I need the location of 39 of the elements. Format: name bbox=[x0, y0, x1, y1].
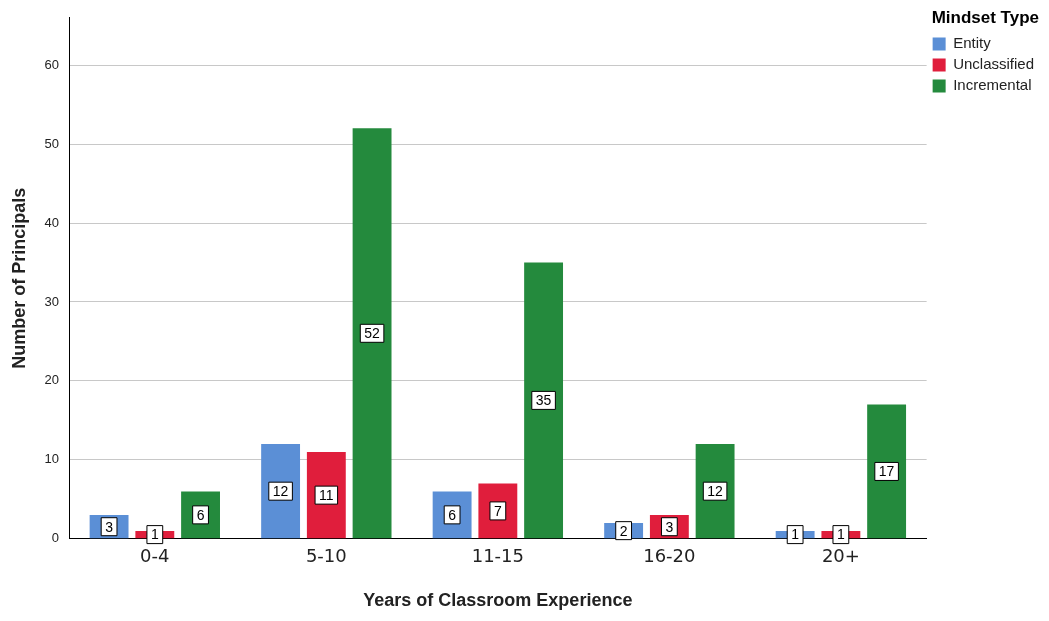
x-tick-label: 5-10 bbox=[305, 545, 347, 567]
y-tick-label: 30 bbox=[44, 293, 60, 309]
data-label: 7 bbox=[493, 502, 502, 519]
x-tick-label: 0-4 bbox=[140, 545, 170, 567]
data-label: 12 bbox=[707, 483, 724, 500]
x-tick-label: 11-15 bbox=[471, 545, 524, 567]
y-axis-title: Number of Principals bbox=[8, 187, 29, 369]
y-tick-label: 50 bbox=[44, 135, 60, 151]
y-tick-label: 10 bbox=[44, 451, 60, 467]
y-tick-label: 20 bbox=[44, 372, 60, 388]
data-label: 3 bbox=[665, 518, 674, 535]
bar bbox=[352, 128, 392, 539]
data-label: 1 bbox=[836, 526, 845, 543]
legend-label: Unclassified bbox=[953, 55, 1035, 73]
legend-label: Entity bbox=[953, 34, 992, 52]
legend-label: Incremental bbox=[953, 76, 1032, 94]
data-label: 1 bbox=[791, 526, 800, 543]
data-label: 52 bbox=[364, 325, 381, 342]
bar bbox=[867, 404, 907, 539]
data-label: 1 bbox=[150, 526, 159, 543]
data-label: 11 bbox=[319, 486, 334, 503]
x-tick-label: 16-20 bbox=[643, 545, 696, 567]
data-label: 12 bbox=[272, 483, 289, 500]
data-label: 2 bbox=[619, 522, 628, 539]
data-label: 3 bbox=[105, 518, 114, 535]
y-tick-label: 40 bbox=[44, 214, 60, 230]
bar bbox=[306, 451, 346, 539]
y-tick-label: 0 bbox=[51, 530, 60, 546]
data-label: 6 bbox=[448, 506, 457, 523]
x-tick-label: 20+ bbox=[821, 545, 860, 567]
bar bbox=[524, 262, 564, 539]
data-label: 17 bbox=[878, 463, 895, 480]
bar bbox=[261, 444, 301, 539]
legend-title: Mindset Type bbox=[931, 8, 1039, 28]
y-tick-label: 60 bbox=[44, 56, 60, 72]
data-label: 35 bbox=[535, 392, 552, 409]
bar bbox=[695, 444, 735, 539]
x-axis-title: Years of Classroom Experience bbox=[363, 590, 633, 611]
data-label: 6 bbox=[196, 506, 205, 523]
